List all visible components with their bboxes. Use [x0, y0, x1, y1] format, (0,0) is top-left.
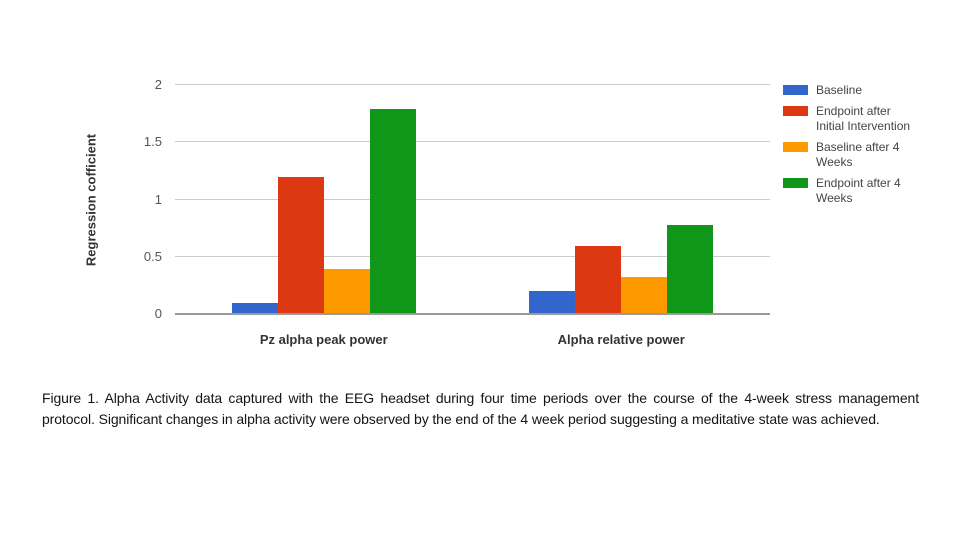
legend-label: Endpoint after 4 Weeks [816, 176, 901, 205]
y-tick-label: 1.5 [143, 134, 162, 150]
gridline [175, 84, 770, 85]
legend-swatch [783, 85, 808, 95]
legend-item: Endpoint after 4 Weeks [783, 176, 933, 206]
bar [231, 302, 278, 314]
bar [369, 109, 416, 314]
gridline [175, 198, 770, 200]
gridline [175, 141, 770, 143]
legend-label: Baseline after 4 Weeks [816, 140, 900, 169]
x-category-label: Pz alpha peak power [259, 332, 388, 347]
legend-item: Baseline after 4 Weeks [783, 140, 933, 170]
legend-item: Baseline [783, 83, 933, 98]
legend-item: Endpoint after Initial Intervention [783, 104, 933, 134]
bar [575, 246, 622, 314]
x-axis-line [175, 313, 770, 315]
x-category-label: Alpha relative power [557, 332, 685, 347]
legend-label: Baseline [816, 83, 863, 97]
legend-label: Endpoint after Initial Intervention [816, 104, 911, 133]
bar [667, 224, 714, 314]
legend-swatch [783, 106, 808, 116]
bar [323, 269, 370, 314]
bar [529, 291, 576, 314]
legend-swatch [783, 142, 808, 152]
y-tick-label: 0.5 [143, 248, 162, 264]
y-tick-label: 1 [154, 191, 162, 207]
y-tick-label: 0 [154, 306, 162, 321]
y-axis-title: Regression cofficient [83, 133, 99, 267]
gridline [175, 255, 770, 257]
figure-caption: Figure 1. Alpha Activity data captured w… [42, 390, 919, 427]
plot-area [175, 84, 770, 315]
bar [277, 176, 324, 314]
bar [621, 277, 668, 314]
chart-legend: Baseline Endpoint after Initial Intervent… [783, 83, 933, 212]
y-tick-label: 2 [154, 77, 162, 92]
legend-swatch [783, 178, 808, 188]
